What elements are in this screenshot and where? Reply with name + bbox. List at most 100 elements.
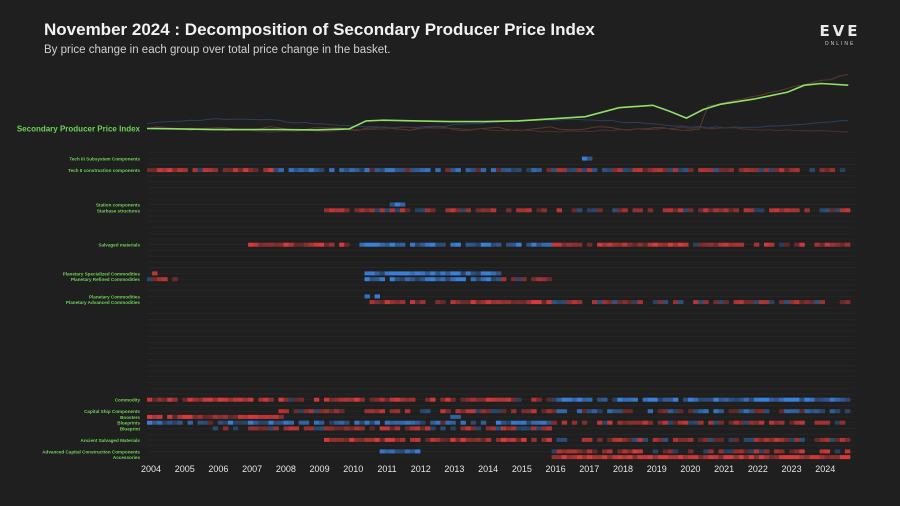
- heatmap-cell: [455, 300, 461, 305]
- x-tick-label: 2005: [175, 464, 195, 474]
- heatmap-cell: [303, 426, 310, 431]
- heatmap-cell: [238, 420, 244, 425]
- heatmap-cell: [753, 168, 760, 173]
- heatmap-cell: [470, 397, 477, 402]
- heatmap-cell: [521, 277, 527, 282]
- heatmap-cell: [587, 242, 593, 247]
- heatmap-cell: [460, 409, 466, 414]
- heatmap-cell: [612, 409, 618, 414]
- x-tick-label: 2013: [444, 464, 464, 474]
- heatmap-cell: [172, 168, 178, 173]
- heatmap-cell: [425, 271, 431, 276]
- heatmap-cell: [764, 300, 770, 305]
- heatmap-cell: [445, 271, 451, 276]
- heatmap-cell: [187, 420, 193, 425]
- heatmap-cell: [551, 242, 557, 247]
- heatmap-cell: [536, 420, 542, 425]
- heatmap-cell: [339, 409, 345, 414]
- heatmap-cell: [359, 242, 365, 247]
- heatmap-cell: [359, 168, 365, 173]
- heatmap-cell: [592, 168, 598, 173]
- heatmap-cell: [399, 397, 406, 402]
- heatmap-cell: [728, 449, 734, 454]
- heatmap-cell: [511, 426, 517, 431]
- heatmap-cell: [222, 168, 229, 173]
- heatmap-cell: [814, 242, 820, 247]
- heatmap-cell: [394, 409, 401, 414]
- heatmap-cell: [394, 242, 401, 247]
- row-label: Commodity: [115, 398, 141, 403]
- heatmap-cell: [693, 242, 699, 247]
- heatmap-cell: [217, 397, 224, 402]
- heatmap-cell: [293, 397, 300, 402]
- heatmap-cell: [253, 420, 259, 425]
- heatmap-cell: [784, 437, 790, 442]
- heatmap-cell: [748, 208, 755, 213]
- heatmap-cell: [369, 397, 375, 402]
- heatmap-cell: [435, 277, 441, 282]
- heatmap-cell: [152, 397, 158, 402]
- heatmap-cell: [324, 426, 330, 431]
- heatmap-cell: [597, 420, 603, 425]
- heatmap-cell: [779, 420, 785, 425]
- heatmap-cell: [495, 168, 502, 173]
- heatmap-cell: [263, 168, 269, 173]
- heatmap-cell: [329, 242, 335, 247]
- heatmap-cell: [723, 242, 729, 247]
- heatmap-cell: [273, 426, 279, 431]
- heatmap-cell: [834, 397, 841, 402]
- heatmap-cell: [268, 414, 274, 419]
- heatmap-cell: [212, 414, 219, 419]
- heatmap-cell: [394, 168, 401, 173]
- heatmap-cell: [501, 409, 507, 414]
- heatmap-cell: [769, 168, 775, 173]
- heatmap-cell: [445, 409, 451, 414]
- heatmap-cell: [652, 168, 659, 173]
- heatmap-cell: [546, 168, 552, 173]
- heatmap-cell: [753, 437, 760, 442]
- heatmap-cell: [637, 242, 643, 247]
- heatmap-cell: [683, 455, 689, 460]
- heatmap-cell: [637, 449, 643, 454]
- heatmap-cell: [723, 455, 729, 460]
- heatmap-cell: [698, 455, 704, 460]
- heatmap-cell: [207, 397, 214, 402]
- heatmap-cell: [571, 168, 578, 173]
- heatmap-cell: [617, 300, 623, 305]
- heatmap-cell: [384, 449, 391, 454]
- heatmap-cell: [678, 409, 684, 414]
- heatmap-cell: [233, 426, 239, 431]
- heatmap-cell: [521, 409, 527, 414]
- heatmap-cell: [617, 420, 623, 425]
- heatmap-cell: [637, 420, 643, 425]
- heatmap-cell: [152, 277, 158, 282]
- heatmap-cell: [698, 300, 704, 305]
- heatmap-cell: [844, 300, 851, 305]
- heatmap-cell: [212, 397, 219, 402]
- heatmap-cell: [587, 397, 593, 402]
- heatmap-cell: [511, 409, 517, 414]
- heatmap-cell: [607, 420, 613, 425]
- heatmap-cell: [475, 409, 482, 414]
- context-series-line: [146, 118, 849, 129]
- heatmap-cell: [774, 455, 780, 460]
- heatmap-cell: [647, 242, 654, 247]
- heatmap-cell: [157, 414, 163, 419]
- heatmap-cell: [819, 397, 825, 402]
- heatmap-cell: [597, 409, 603, 414]
- heatmap-cell: [425, 409, 431, 414]
- heatmap-cell: [384, 168, 391, 173]
- heatmap-cell: [657, 420, 664, 425]
- heatmap-cell: [779, 437, 785, 442]
- heatmap-cell: [147, 277, 153, 282]
- heatmap-cell: [657, 300, 664, 305]
- heatmap-cell: [278, 168, 284, 173]
- heatmap-cell: [733, 242, 739, 247]
- heatmap-cell: [647, 420, 654, 425]
- heatmap-cell: [394, 277, 401, 282]
- heatmap-cell: [531, 397, 537, 402]
- heatmap-cell: [637, 437, 643, 442]
- heatmap-cell: [516, 437, 522, 442]
- heatmap-cell: [455, 208, 461, 213]
- heatmap-cell: [147, 420, 153, 425]
